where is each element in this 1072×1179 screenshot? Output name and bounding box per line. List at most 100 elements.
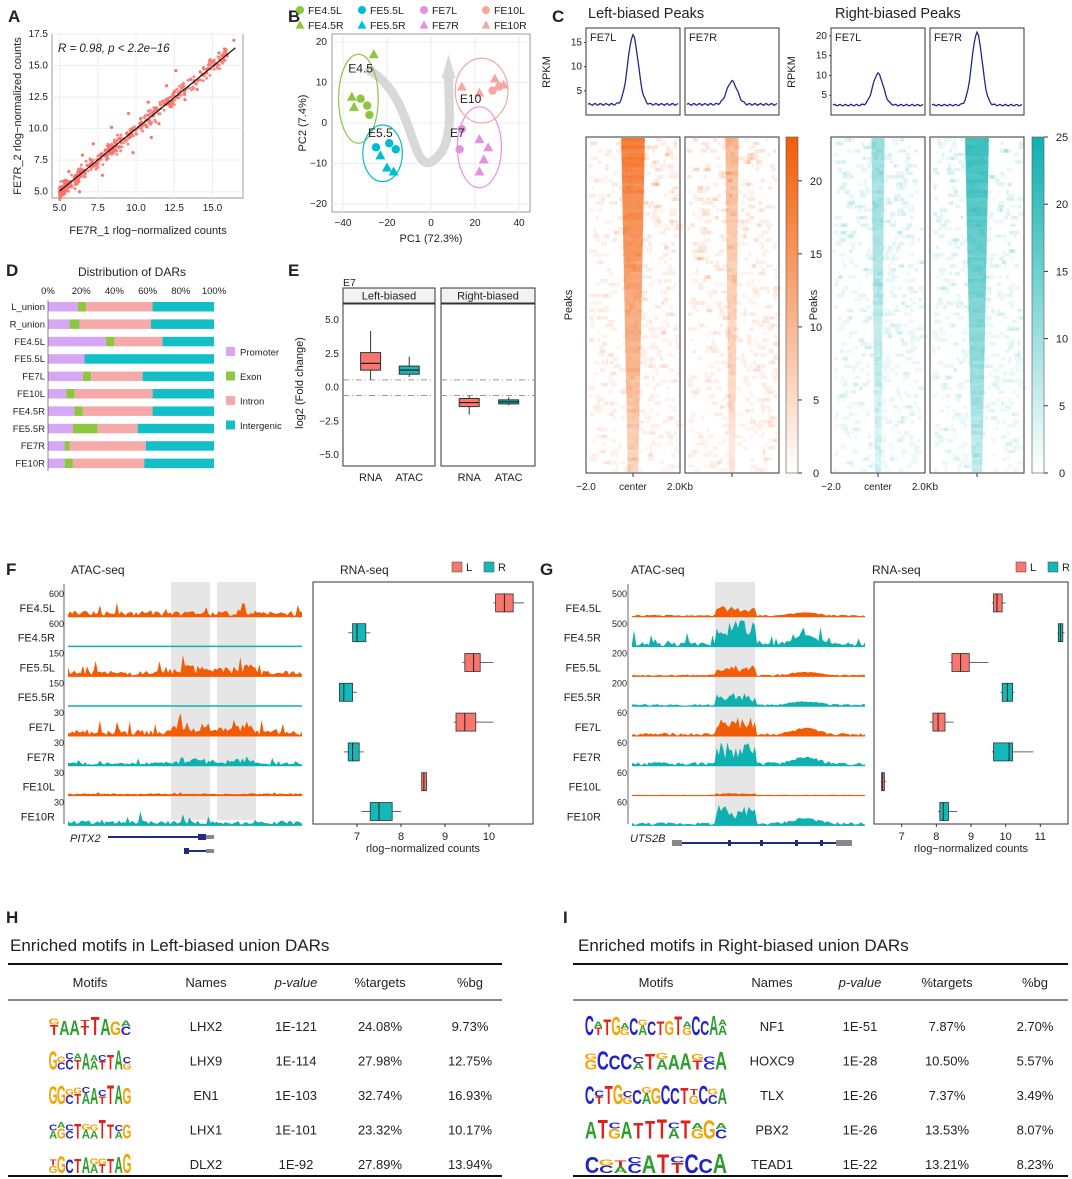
heatmap-cell	[763, 397, 771, 402]
heatmap-cell	[594, 253, 602, 257]
heatmap-cell	[933, 182, 938, 187]
heatmap-cell	[853, 427, 860, 432]
heatmap-center-band	[625, 345, 641, 350]
scatter-point	[145, 113, 149, 117]
heatmap-cell	[1008, 397, 1011, 402]
heatmap-center-band	[874, 442, 882, 447]
legend-label: Exon	[240, 372, 262, 383]
heatmap-cell	[597, 178, 601, 183]
motif-name: TEAD1	[751, 1157, 793, 1172]
heatmap-cell	[604, 219, 613, 224]
heatmap-cell	[712, 379, 720, 383]
heatmap-cell	[882, 408, 888, 413]
heatmap-cell	[598, 193, 605, 198]
heatmap-cell	[993, 375, 1000, 380]
heatmap-cell	[1002, 260, 1007, 265]
heatmap-center-band	[626, 420, 640, 424]
heatmap-cell	[873, 167, 878, 172]
heatmap-center-band	[871, 138, 885, 142]
heatmap-cell	[876, 357, 882, 361]
legend-label: FE7R	[432, 20, 459, 32]
motif-letter: T	[74, 1091, 81, 1108]
motif-logo: TG A A TT T A G CA	[49, 1013, 132, 1042]
heatmap-cell	[713, 264, 720, 268]
scatter-point	[91, 158, 95, 162]
heatmap-cell	[833, 249, 836, 253]
heatmap-cell	[767, 290, 770, 294]
heatmap-cell	[854, 204, 861, 209]
heatmap-cell	[897, 208, 905, 213]
heatmap-cell	[711, 338, 715, 342]
heatmap-cell	[932, 167, 938, 172]
heatmap-cell	[853, 297, 861, 302]
heatmap-center-band	[623, 264, 643, 268]
heatmap-cell	[721, 416, 729, 420]
heatmap-cell	[732, 234, 736, 239]
heatmap-center-band	[727, 323, 737, 328]
heatmap-cell	[890, 256, 896, 261]
table-header: Motifs	[639, 975, 674, 990]
motif-letter: C	[620, 1050, 632, 1075]
heatmap-cell	[1001, 379, 1009, 383]
heatmap-cell	[724, 431, 729, 435]
heatmap-cell	[649, 190, 653, 194]
heatmap-cell	[629, 305, 632, 309]
heatmap-cell	[861, 319, 864, 324]
heatmap-center-band	[872, 267, 884, 272]
percent-background: 12.75%	[448, 1054, 493, 1069]
heatmap-cell	[906, 234, 915, 239]
motif-letter: C	[609, 1121, 622, 1131]
heatmap-cell	[763, 331, 767, 335]
heatmap-center-band	[726, 190, 738, 194]
heatmap-center-band	[966, 215, 988, 220]
heatmap-cell	[870, 442, 878, 446]
heatmap-cell	[644, 201, 648, 205]
heatmap-cell	[762, 457, 769, 461]
heatmap-cell	[897, 149, 901, 153]
heatmap-center-band	[726, 241, 738, 246]
scatter-point	[80, 153, 85, 157]
heatmap-cell	[867, 156, 872, 161]
heatmap-cell	[833, 468, 838, 472]
heatmap-center-band	[969, 353, 985, 357]
heatmap-center-band	[726, 223, 738, 228]
heatmap-cell	[695, 442, 703, 446]
motif-letter: A	[620, 1022, 629, 1031]
heatmap-cell	[741, 182, 750, 187]
scatter-point	[148, 108, 152, 112]
heatmap-cell	[895, 182, 902, 187]
track-label: FE5.5L	[566, 662, 601, 674]
heatmap-cell	[596, 282, 600, 287]
heatmap-cell	[772, 342, 781, 346]
heatmap-center-band	[872, 256, 884, 261]
heatmap-center-band	[626, 382, 640, 387]
heatmap-cell	[656, 215, 661, 220]
heatmap-cell	[765, 446, 773, 450]
profile-curve	[832, 71, 924, 107]
motif-letter: G	[122, 1084, 131, 1109]
motif-letter: A	[642, 1091, 652, 1108]
heatmap-cell	[1004, 349, 1010, 354]
heatmap-cell	[721, 171, 730, 175]
heatmap-center-band	[871, 156, 885, 161]
x-tick-label: 20%	[72, 286, 92, 297]
heatmap-cell	[698, 186, 704, 190]
heatmap-cell	[939, 427, 947, 432]
legend-label: FE10R	[494, 20, 527, 32]
track-scale: 60	[617, 798, 627, 808]
heatmap-center-band	[871, 178, 885, 183]
motif-letter: G	[689, 1092, 699, 1106]
scatter-point	[58, 198, 62, 202]
heatmap-cell	[859, 338, 864, 342]
heatmap-center-band	[967, 275, 986, 280]
heatmap-cell	[902, 204, 910, 209]
heatmap-cell	[867, 316, 870, 320]
heatmap-cell	[999, 290, 1004, 294]
heatmap-cell	[1010, 305, 1015, 309]
heatmap-cell	[722, 423, 730, 428]
heatmap-cell	[990, 175, 997, 179]
pca-point	[363, 101, 372, 110]
heatmap-cell	[915, 190, 919, 194]
table-row: GT G C T A AG TG T A G DLX2 1E-92 27.89% 13.94%	[49, 1149, 493, 1179]
heatmap-cell	[689, 416, 694, 420]
